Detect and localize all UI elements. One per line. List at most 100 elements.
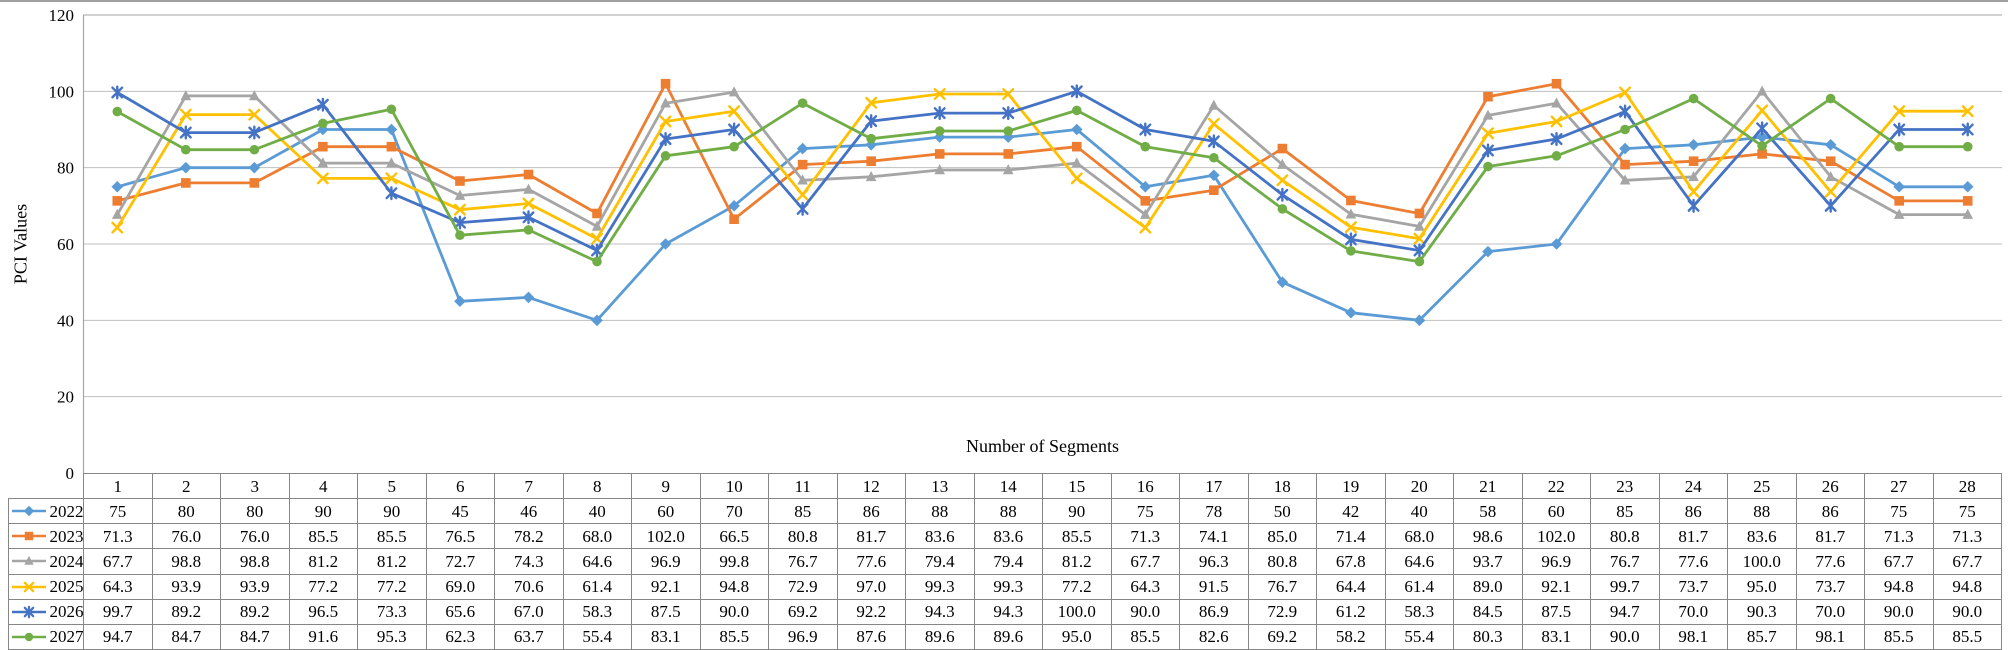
table-value-cell: 90	[288, 498, 357, 524]
table-value-cell: 96.9	[1521, 548, 1590, 574]
table-value-cell: 71.4	[1316, 523, 1385, 549]
y-axis-title: PCI Values	[10, 203, 31, 285]
table-value-cell: 100.0	[1727, 548, 1796, 574]
table-value-cell: 102.0	[1521, 523, 1590, 549]
table-value-cell: 98.8	[220, 548, 289, 574]
table-value-cell: 99.3	[973, 573, 1042, 599]
table-header-cell: 25	[1727, 473, 1796, 499]
table-value-cell: 67.7	[83, 548, 152, 574]
table-header-cell: 26	[1795, 473, 1864, 499]
square-marker-icon	[11, 532, 46, 541]
table-value-cell: 89.2	[151, 598, 220, 624]
table-value-cell: 96.5	[288, 598, 357, 624]
table-value-cell: 55.4	[562, 623, 631, 649]
series-2023	[112, 78, 1973, 224]
table-value-cell: 76.0	[151, 523, 220, 549]
table-header-cell: 16	[1110, 473, 1179, 499]
table-value-cell: 55.4	[1384, 623, 1453, 649]
table-value-cell: 99.3	[905, 573, 974, 599]
table-value-cell: 99.7	[83, 598, 152, 624]
table-value-cell: 70	[699, 498, 768, 524]
table-value-cell: 46	[494, 498, 563, 524]
table-value-cell: 93.9	[220, 573, 289, 599]
table-value-cell: 85	[1590, 498, 1659, 524]
table-value-cell: 94.8	[1932, 573, 2001, 599]
table-value-cell: 96.9	[768, 623, 837, 649]
table-value-cell: 63.7	[494, 623, 563, 649]
table-value-cell: 92.1	[631, 573, 700, 599]
table-header-cell: 1	[83, 473, 152, 499]
table-value-cell: 70.0	[1795, 598, 1864, 624]
table-header-cell: 14	[973, 473, 1042, 499]
table-value-cell: 76.5	[425, 523, 494, 549]
table-value-cell: 85.5	[1864, 623, 1933, 649]
table-value-cell: 67.0	[494, 598, 563, 624]
y-tick-label: 100	[49, 82, 75, 101]
series-year-label: 2026	[49, 602, 84, 622]
table-value-cell: 74.3	[494, 548, 563, 574]
table-value-cell: 98.1	[1658, 623, 1727, 649]
table-value-cell: 58.2	[1316, 623, 1385, 649]
table-value-cell: 71.3	[1932, 523, 2001, 549]
table-value-cell: 76.0	[220, 523, 289, 549]
table-value-cell: 80	[220, 498, 289, 524]
table-value-cell: 94.7	[1590, 598, 1659, 624]
table-header-cell: 5	[357, 473, 426, 499]
table-value-cell: 64.6	[562, 548, 631, 574]
table-value-cell: 90	[1042, 498, 1111, 524]
table-value-cell: 71.3	[83, 523, 152, 549]
table-value-cell: 79.4	[905, 548, 974, 574]
table-header-cell: 2	[151, 473, 220, 499]
table-value-cell: 93.7	[1453, 548, 1522, 574]
table-value-cell: 50	[1247, 498, 1316, 524]
table-value-cell: 68.0	[562, 523, 631, 549]
table-value-cell: 58.3	[1384, 598, 1453, 624]
series-year-label: 2022	[49, 501, 84, 521]
table-value-cell: 89.6	[973, 623, 1042, 649]
table-header-cell: 23	[1590, 473, 1659, 499]
table-value-cell: 60	[631, 498, 700, 524]
star-marker-icon	[11, 605, 46, 619]
table-value-cell: 85.5	[357, 523, 426, 549]
table-value-cell: 69.2	[768, 598, 837, 624]
table-value-cell: 91.6	[288, 623, 357, 649]
y-tick-label: 80	[57, 159, 74, 178]
table-value-cell: 84.5	[1453, 598, 1522, 624]
table-header-cell: 10	[699, 473, 768, 499]
table-value-cell: 90.0	[1110, 598, 1179, 624]
y-tick-label: 40	[57, 311, 74, 330]
table-value-cell: 83.6	[973, 523, 1042, 549]
table-value-cell: 75	[1932, 498, 2001, 524]
table-value-cell: 92.1	[1521, 573, 1590, 599]
triangle-marker-icon	[11, 556, 46, 566]
table-value-cell: 70.6	[494, 573, 563, 599]
table-value-cell: 96.9	[631, 548, 700, 574]
table-value-cell: 99.7	[1590, 573, 1659, 599]
series-year-label: 2027	[49, 627, 84, 647]
table-value-cell: 90.0	[1864, 598, 1933, 624]
table-value-cell: 98.8	[151, 548, 220, 574]
table-value-cell: 94.7	[83, 623, 152, 649]
table-value-cell: 61.2	[1316, 598, 1385, 624]
table-value-cell: 90.0	[1590, 623, 1659, 649]
table-value-cell: 69.2	[1247, 623, 1316, 649]
series-2027-line	[116, 97, 1968, 264]
table-value-cell: 98.6	[1453, 523, 1522, 549]
table-value-cell: 94.3	[905, 598, 974, 624]
table-value-cell: 67.7	[1932, 548, 2001, 574]
table-value-cell: 102.0	[631, 523, 700, 549]
table-value-cell: 87.5	[631, 598, 700, 624]
table-value-cell: 81.2	[357, 548, 426, 574]
series-2025-line	[116, 91, 1968, 241]
y-tick-label: 20	[57, 388, 74, 407]
table-value-cell: 73.3	[357, 598, 426, 624]
table-header-cell: 9	[631, 473, 700, 499]
table-value-cell: 94.8	[699, 573, 768, 599]
series-2025	[111, 86, 1974, 245]
table-value-cell: 88	[973, 498, 1042, 524]
table-header-cell: 3	[220, 473, 289, 499]
table-value-cell: 85.7	[1727, 623, 1796, 649]
series-year-label: 2025	[49, 577, 84, 597]
table-value-cell: 64.4	[1316, 573, 1385, 599]
